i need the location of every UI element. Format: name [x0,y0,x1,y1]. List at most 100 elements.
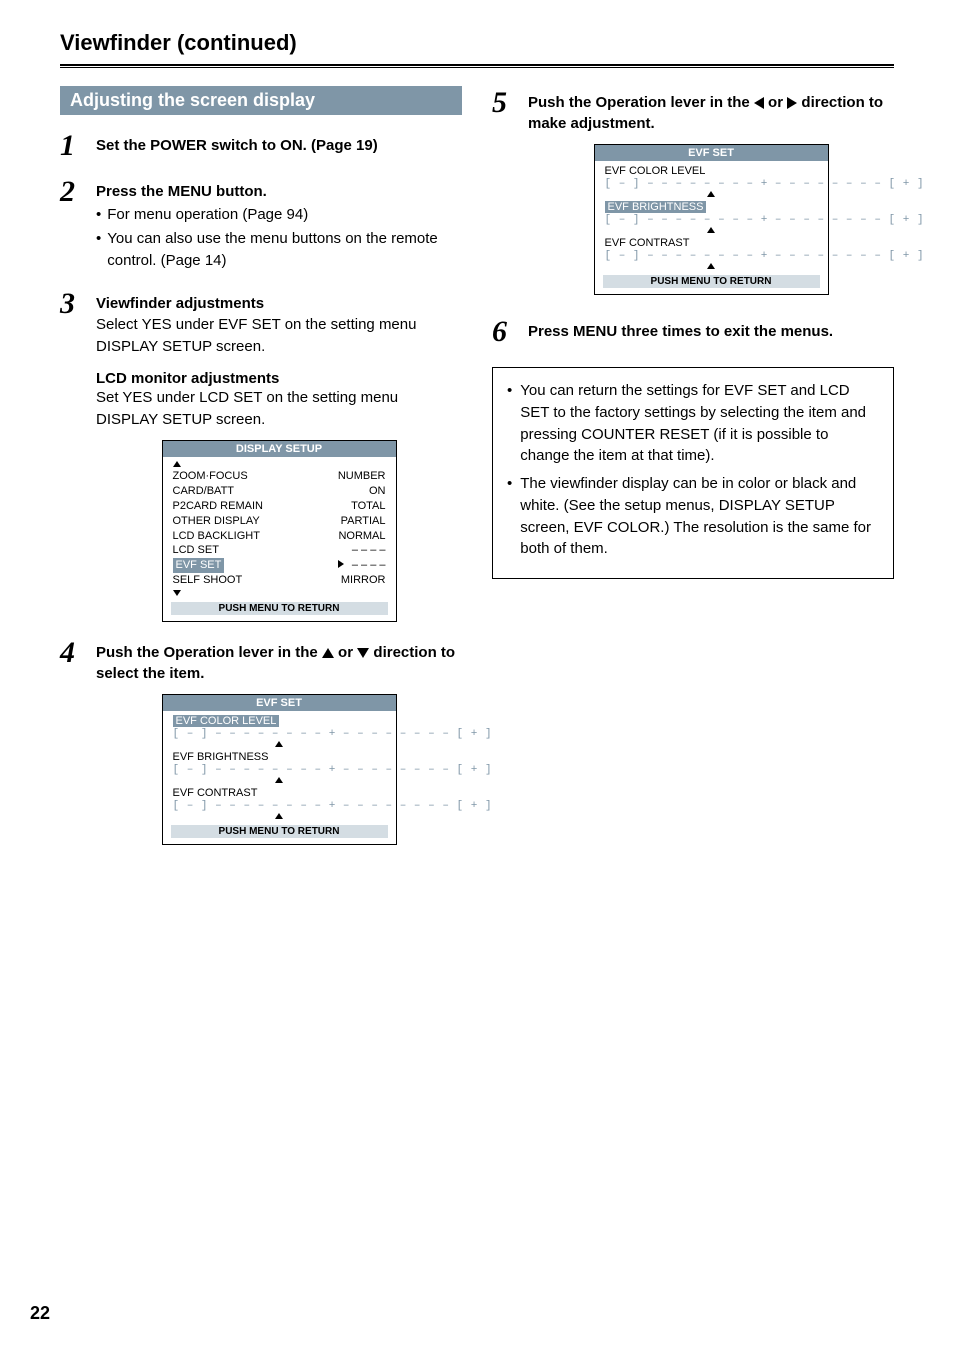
menu-row: P2CARD REMAIN TOTAL [173,499,386,514]
slider-indicator [605,263,818,269]
slider-scale: [ – ] – – – – – – – – + – – – – – – – – … [605,250,818,262]
menu-label: EVF SET [173,558,225,573]
note-text: You can return the settings for EVF SET … [520,380,879,467]
menu-row: LCD SET – – – – [173,543,386,558]
menu-label: P2CARD REMAIN [173,499,263,514]
title-text: or [334,644,357,661]
menu-value: – – – – [338,558,386,573]
up-arrow-icon [275,777,283,783]
slider-indicator [605,227,818,233]
scroll-up-icon [173,461,181,467]
menu-label: CARD/BATT [173,484,235,499]
page-number: 22 [30,1303,50,1324]
menu-row: OTHER DISPLAY PARTIAL [173,514,386,529]
menu-label: SELF SHOOT [173,573,243,588]
title-rule [60,64,894,68]
slider-scale: [ – ] – – – – – – – – + – – – – – – – – … [173,764,386,776]
step-number: 5 [492,86,528,118]
menu-title: EVF SET [595,145,828,161]
menu-value: NORMAL [338,529,385,544]
menu-row: LCD BACKLIGHT NORMAL [173,529,386,544]
menu-row: ZOOM·FOCUS NUMBER [173,469,386,484]
menu-value: PARTIAL [341,514,386,529]
title-text: Push the Operation lever in the [96,644,322,661]
up-arrow-icon [707,263,715,269]
menu-footer: PUSH MENU TO RETURN [171,602,388,615]
slider-scale: [ – ] – – – – – – – – + – – – – – – – – … [173,800,386,812]
step-number: 2 [60,175,96,207]
step-1: 1 Set the POWER switch to ON. (Page 19) [60,129,462,161]
step-title: Viewfinder adjustments [96,293,462,314]
up-arrow-icon [275,813,283,819]
menu-row: CARD/BATT ON [173,484,386,499]
menu-value: TOTAL [351,499,385,514]
bullet-text: You can also use the menu buttons on the… [107,228,462,272]
step-5: 5 Push the Operation lever in the or dir… [492,86,894,295]
step-number: 3 [60,287,96,319]
step-title: Push the Operation lever in the or direc… [528,92,894,134]
title-text: or [764,94,787,111]
param-label: EVF BRIGHTNESS [605,201,818,213]
menu-label: OTHER DISPLAY [173,514,260,529]
step-text: Select YES under EVF SET on the setting … [96,314,462,358]
step-title: Press the MENU button. [96,181,462,202]
menu-title: DISPLAY SETUP [163,441,396,457]
bullet-text: For menu operation (Page 94) [107,204,308,226]
menu-value: MIRROR [341,573,386,588]
slider-scale: [ – ] – – – – – – – – + – – – – – – – – … [605,214,818,226]
step-subtitle: LCD monitor adjustments [96,370,462,387]
step-title: Set the POWER switch to ON. (Page 19) [96,135,462,156]
slider-indicator [173,741,386,747]
menu-label: LCD BACKLIGHT [173,529,260,544]
up-arrow-icon [275,741,283,747]
left-arrow-icon [754,97,764,109]
param-label: EVF COLOR LEVEL [173,715,386,727]
menu-label: LCD SET [173,543,219,558]
display-setup-menu: DISPLAY SETUP ZOOM·FOCUS NUMBER CARD/BATT O… [162,440,397,622]
menu-label: ZOOM·FOCUS [173,469,248,484]
evf-set-menu: EVF SETEVF COLOR LEVEL[ – ] – – – – – – … [162,694,397,845]
slider-indicator [173,813,386,819]
step-title: Push the Operation lever in the or direc… [96,642,462,684]
step-3: 3 Viewfinder adjustments Select YES unde… [60,287,462,622]
section-bar: Adjusting the screen display [60,86,462,115]
slider-scale: [ – ] – – – – – – – – + – – – – – – – – … [605,178,818,190]
note-text: The viewfinder display can be in color o… [520,473,879,560]
step-number: 1 [60,129,96,161]
title-text: Push the Operation lever in the [528,94,754,111]
evf-set-menu: EVF SETEVF COLOR LEVEL[ – ] – – – – – – … [594,144,829,295]
selector-arrow-icon [338,560,344,568]
left-column: Adjusting the screen display 1 Set the P… [60,86,462,859]
step-4: 4 Push the Operation lever in the or dir… [60,636,462,845]
scroll-down-icon [173,590,181,596]
step-number: 4 [60,636,96,668]
param-label: EVF COLOR LEVEL [605,165,818,177]
step-6: 6 Press MENU three times to exit the men… [492,315,894,347]
down-arrow-icon [357,648,369,658]
menu-row: EVF SET – – – – [173,558,386,573]
menu-title: EVF SET [163,695,396,711]
slider-indicator [173,777,386,783]
menu-value: ON [369,484,386,499]
menu-footer: PUSH MENU TO RETURN [603,275,820,288]
menu-row: SELF SHOOT MIRROR [173,573,386,588]
up-arrow-icon [322,648,334,658]
step-title: Press MENU three times to exit the menus… [528,321,894,342]
param-label: EVF BRIGHTNESS [173,751,386,763]
page-title: Viewfinder (continued) [60,30,894,56]
slider-indicator [605,191,818,197]
up-arrow-icon [707,227,715,233]
slider-scale: [ – ] – – – – – – – – + – – – – – – – – … [173,728,386,740]
menu-value: – – – – [352,543,386,558]
param-label: EVF CONTRAST [173,787,386,799]
menu-footer: PUSH MENU TO RETURN [171,825,388,838]
menu-value: NUMBER [338,469,386,484]
param-label: EVF CONTRAST [605,237,818,249]
step-text: Set YES under LCD SET on the setting men… [96,387,462,431]
notes-box: You can return the settings for EVF SET … [492,367,894,579]
up-arrow-icon [707,191,715,197]
right-column: 5 Push the Operation lever in the or dir… [492,86,894,859]
right-arrow-icon [787,97,797,109]
step-2: 2 Press the MENU button. For menu operat… [60,175,462,273]
step-number: 6 [492,315,528,347]
